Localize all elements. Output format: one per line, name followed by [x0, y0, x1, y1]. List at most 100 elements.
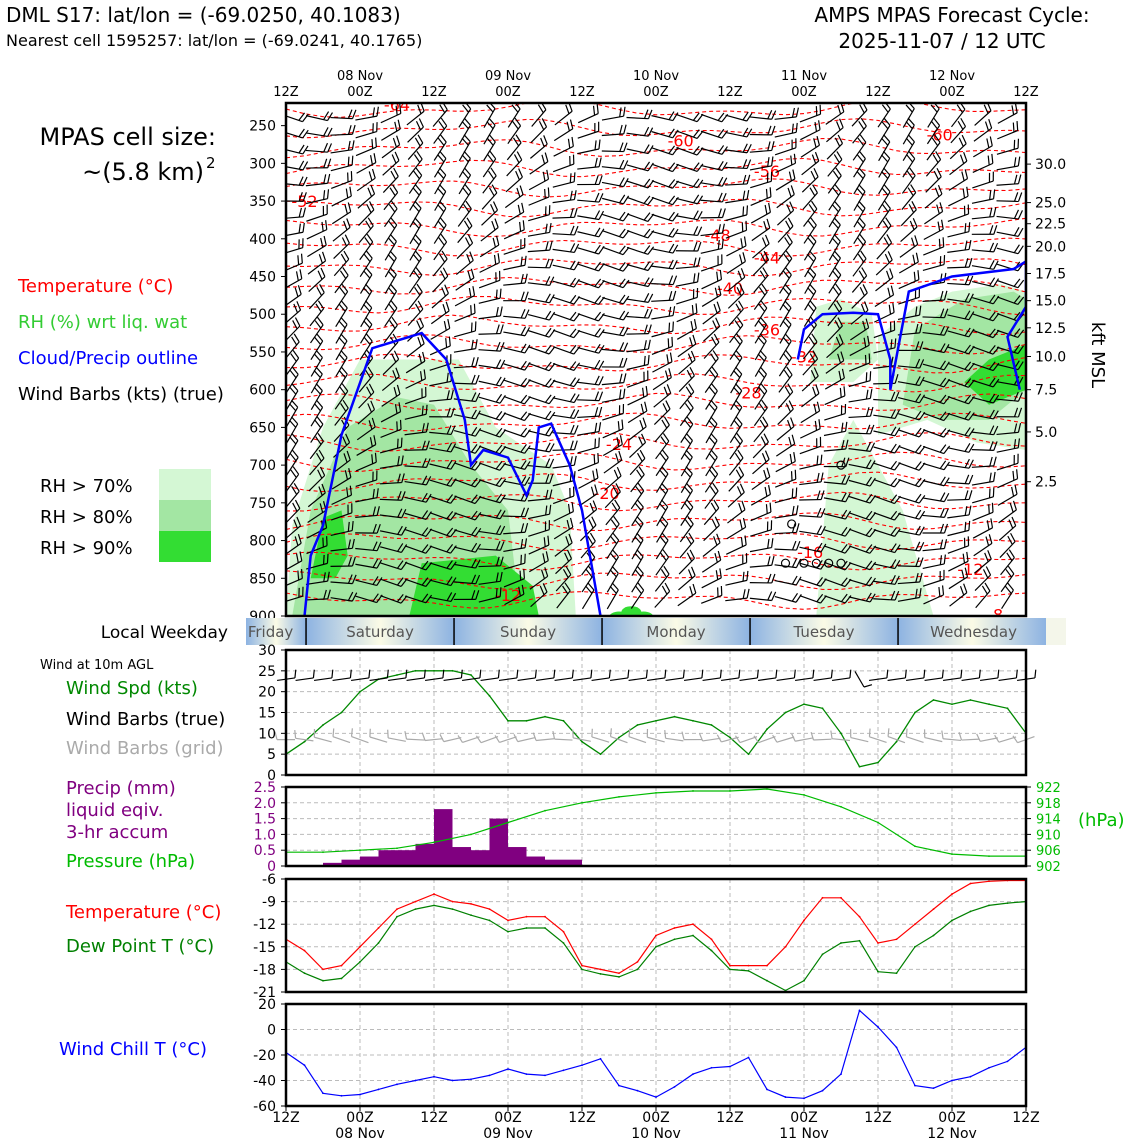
wind-barb [352, 153, 378, 173]
windchill-line-point [544, 1075, 546, 1077]
wind-barb [377, 120, 403, 141]
wind-barb [676, 106, 703, 123]
wind-barb [701, 140, 728, 156]
y-tick-label: 15 [258, 706, 276, 722]
windchill-line-point [452, 1080, 454, 1082]
wind-barb [775, 588, 801, 603]
pressure-line-point [729, 790, 731, 792]
wind-barb [306, 124, 332, 137]
windchill-line-point [359, 1094, 361, 1096]
wind-barb [377, 185, 400, 210]
wind-barb [476, 271, 503, 288]
wind-barb [923, 438, 950, 455]
true-wind-barb [664, 670, 685, 681]
wind-barb [697, 286, 723, 307]
wind-barb [673, 335, 699, 357]
cell-size-label: MPAS cell size: [40, 123, 216, 151]
wind-barb [920, 220, 946, 240]
wind-barb [377, 152, 402, 175]
pressure-tick-label: 300 [249, 156, 276, 172]
wind-barb [774, 108, 800, 120]
temperature-line-point [637, 961, 639, 963]
temperature-line-point [803, 920, 805, 922]
dewpoint-line-point [840, 942, 842, 944]
legend-wind-barbs: Wind Barbs (kts) (true) [18, 384, 224, 405]
true-wind-barb [683, 670, 704, 681]
wind-speed-line-point [840, 732, 842, 734]
wind-barb [993, 533, 1017, 557]
wind-barb [599, 451, 625, 473]
wind-barb [994, 121, 1021, 139]
wind-barb [306, 141, 332, 152]
pressure-tick-label: 902 [1036, 860, 1061, 875]
isotherm-label: -60 [668, 132, 694, 151]
wind-barb [528, 439, 554, 452]
wind-barb [602, 222, 629, 239]
wind-barb [504, 388, 531, 405]
wind-barb [627, 189, 654, 206]
wind-barb [945, 536, 972, 553]
wind-barb [648, 401, 672, 425]
true-wind-barb [609, 670, 630, 681]
wind-barb [971, 457, 997, 468]
wind-speed-line-point [581, 741, 583, 743]
grid-wind-barb [754, 729, 776, 743]
wind-barb [503, 292, 528, 301]
wind-barb [553, 225, 578, 235]
wind-barb [575, 453, 602, 471]
wind-barb [748, 538, 774, 551]
wind-barb [648, 368, 674, 389]
wind-speed-line-point [859, 766, 861, 768]
wind-barb [846, 118, 869, 143]
wind-barb [673, 584, 699, 606]
grid-wind-barb [905, 729, 926, 743]
temperature-line-point [711, 938, 713, 940]
grid-wind-barb [533, 731, 554, 741]
wind-barb [970, 189, 996, 203]
wind-barb [278, 285, 304, 307]
wind-barb [870, 303, 896, 322]
pressure-tick-label: 350 [249, 194, 276, 210]
y-tick-label: 1.5 [254, 812, 276, 828]
isotherm-label: -36 [754, 320, 780, 339]
dewpoint-line-point [766, 980, 768, 982]
y-tick-label: -12 [253, 917, 276, 933]
wind-barb [651, 107, 677, 121]
pressure-line-point [433, 841, 435, 843]
wind-barb [479, 341, 505, 352]
wind-barb [479, 372, 505, 386]
wind-barb [923, 472, 949, 487]
bottom-date-label: 08 Nov [335, 1126, 385, 1140]
wind-barb [551, 456, 577, 468]
wind-barb [997, 207, 1023, 219]
wind-speed-line-point [618, 737, 620, 739]
wind-barb [578, 239, 605, 255]
pressure-tick-label: 550 [249, 345, 276, 361]
pressure-tick-label: 600 [249, 383, 276, 399]
bottom-tick-label: 12Z [568, 1110, 595, 1126]
wind-barb [993, 485, 1019, 505]
pressure-tick-label: 750 [249, 496, 276, 512]
windchill-line-point [433, 1076, 435, 1078]
wind-barb [501, 238, 528, 254]
bottom-tick-label: 12Z [716, 1110, 743, 1126]
cell-size-value: ~(5.8 km) [82, 158, 204, 186]
temperature-line-point [951, 893, 953, 895]
dewpoint-line-point [618, 976, 620, 978]
wind-barb [303, 236, 329, 257]
wind-barb [303, 301, 326, 326]
true-wind-barb [979, 670, 1000, 681]
isotherm-label: -44 [754, 249, 780, 268]
windchill-line-point [618, 1085, 620, 1087]
windchill-line-point [600, 1058, 602, 1060]
windchill-line-point [563, 1069, 565, 1071]
wind-barb [997, 192, 1022, 202]
dewpoint-line-point [378, 942, 380, 944]
wind-barb [627, 290, 653, 303]
wind-barb [798, 473, 824, 485]
top-date-label: 10 Nov [633, 69, 679, 84]
grid-wind-barb [514, 730, 535, 742]
wind-barb [970, 172, 997, 188]
windchill-line-point [692, 1073, 694, 1075]
